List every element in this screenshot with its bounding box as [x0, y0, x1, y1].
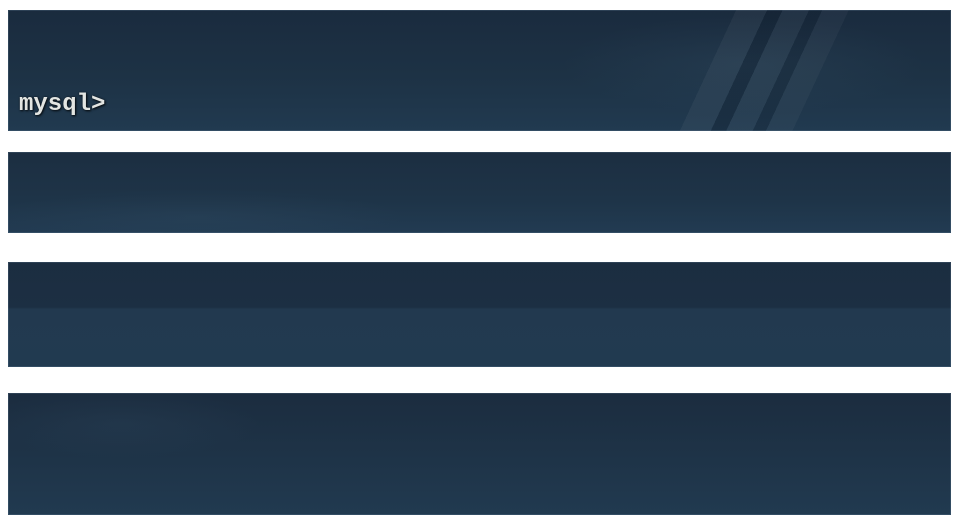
terminal-snippet-limit-0[interactable]: mysql> mysql> select * from tb_sku limit…	[8, 10, 951, 131]
terminal-snippet-limit-1000000[interactable]: mysql> select * from tb_sku limit 100000…	[8, 152, 951, 233]
terminal-snippet-limit-9000000[interactable]: mysql> select * from tb_sku limit 900000…	[8, 393, 951, 515]
query-line: mysql> select * from tb_sku limit 900000…	[20, 509, 951, 515]
terminal-snippet-limit-5000000[interactable]: mysql> select * from tb_sku limit 500000…	[8, 262, 951, 367]
prompt-line: mysql>	[19, 91, 106, 118]
query-line: mysql> select * from tb_sku limit 500000…	[20, 366, 951, 367]
query-line: mysql> select * from tb_sku limit 100000…	[17, 228, 951, 233]
